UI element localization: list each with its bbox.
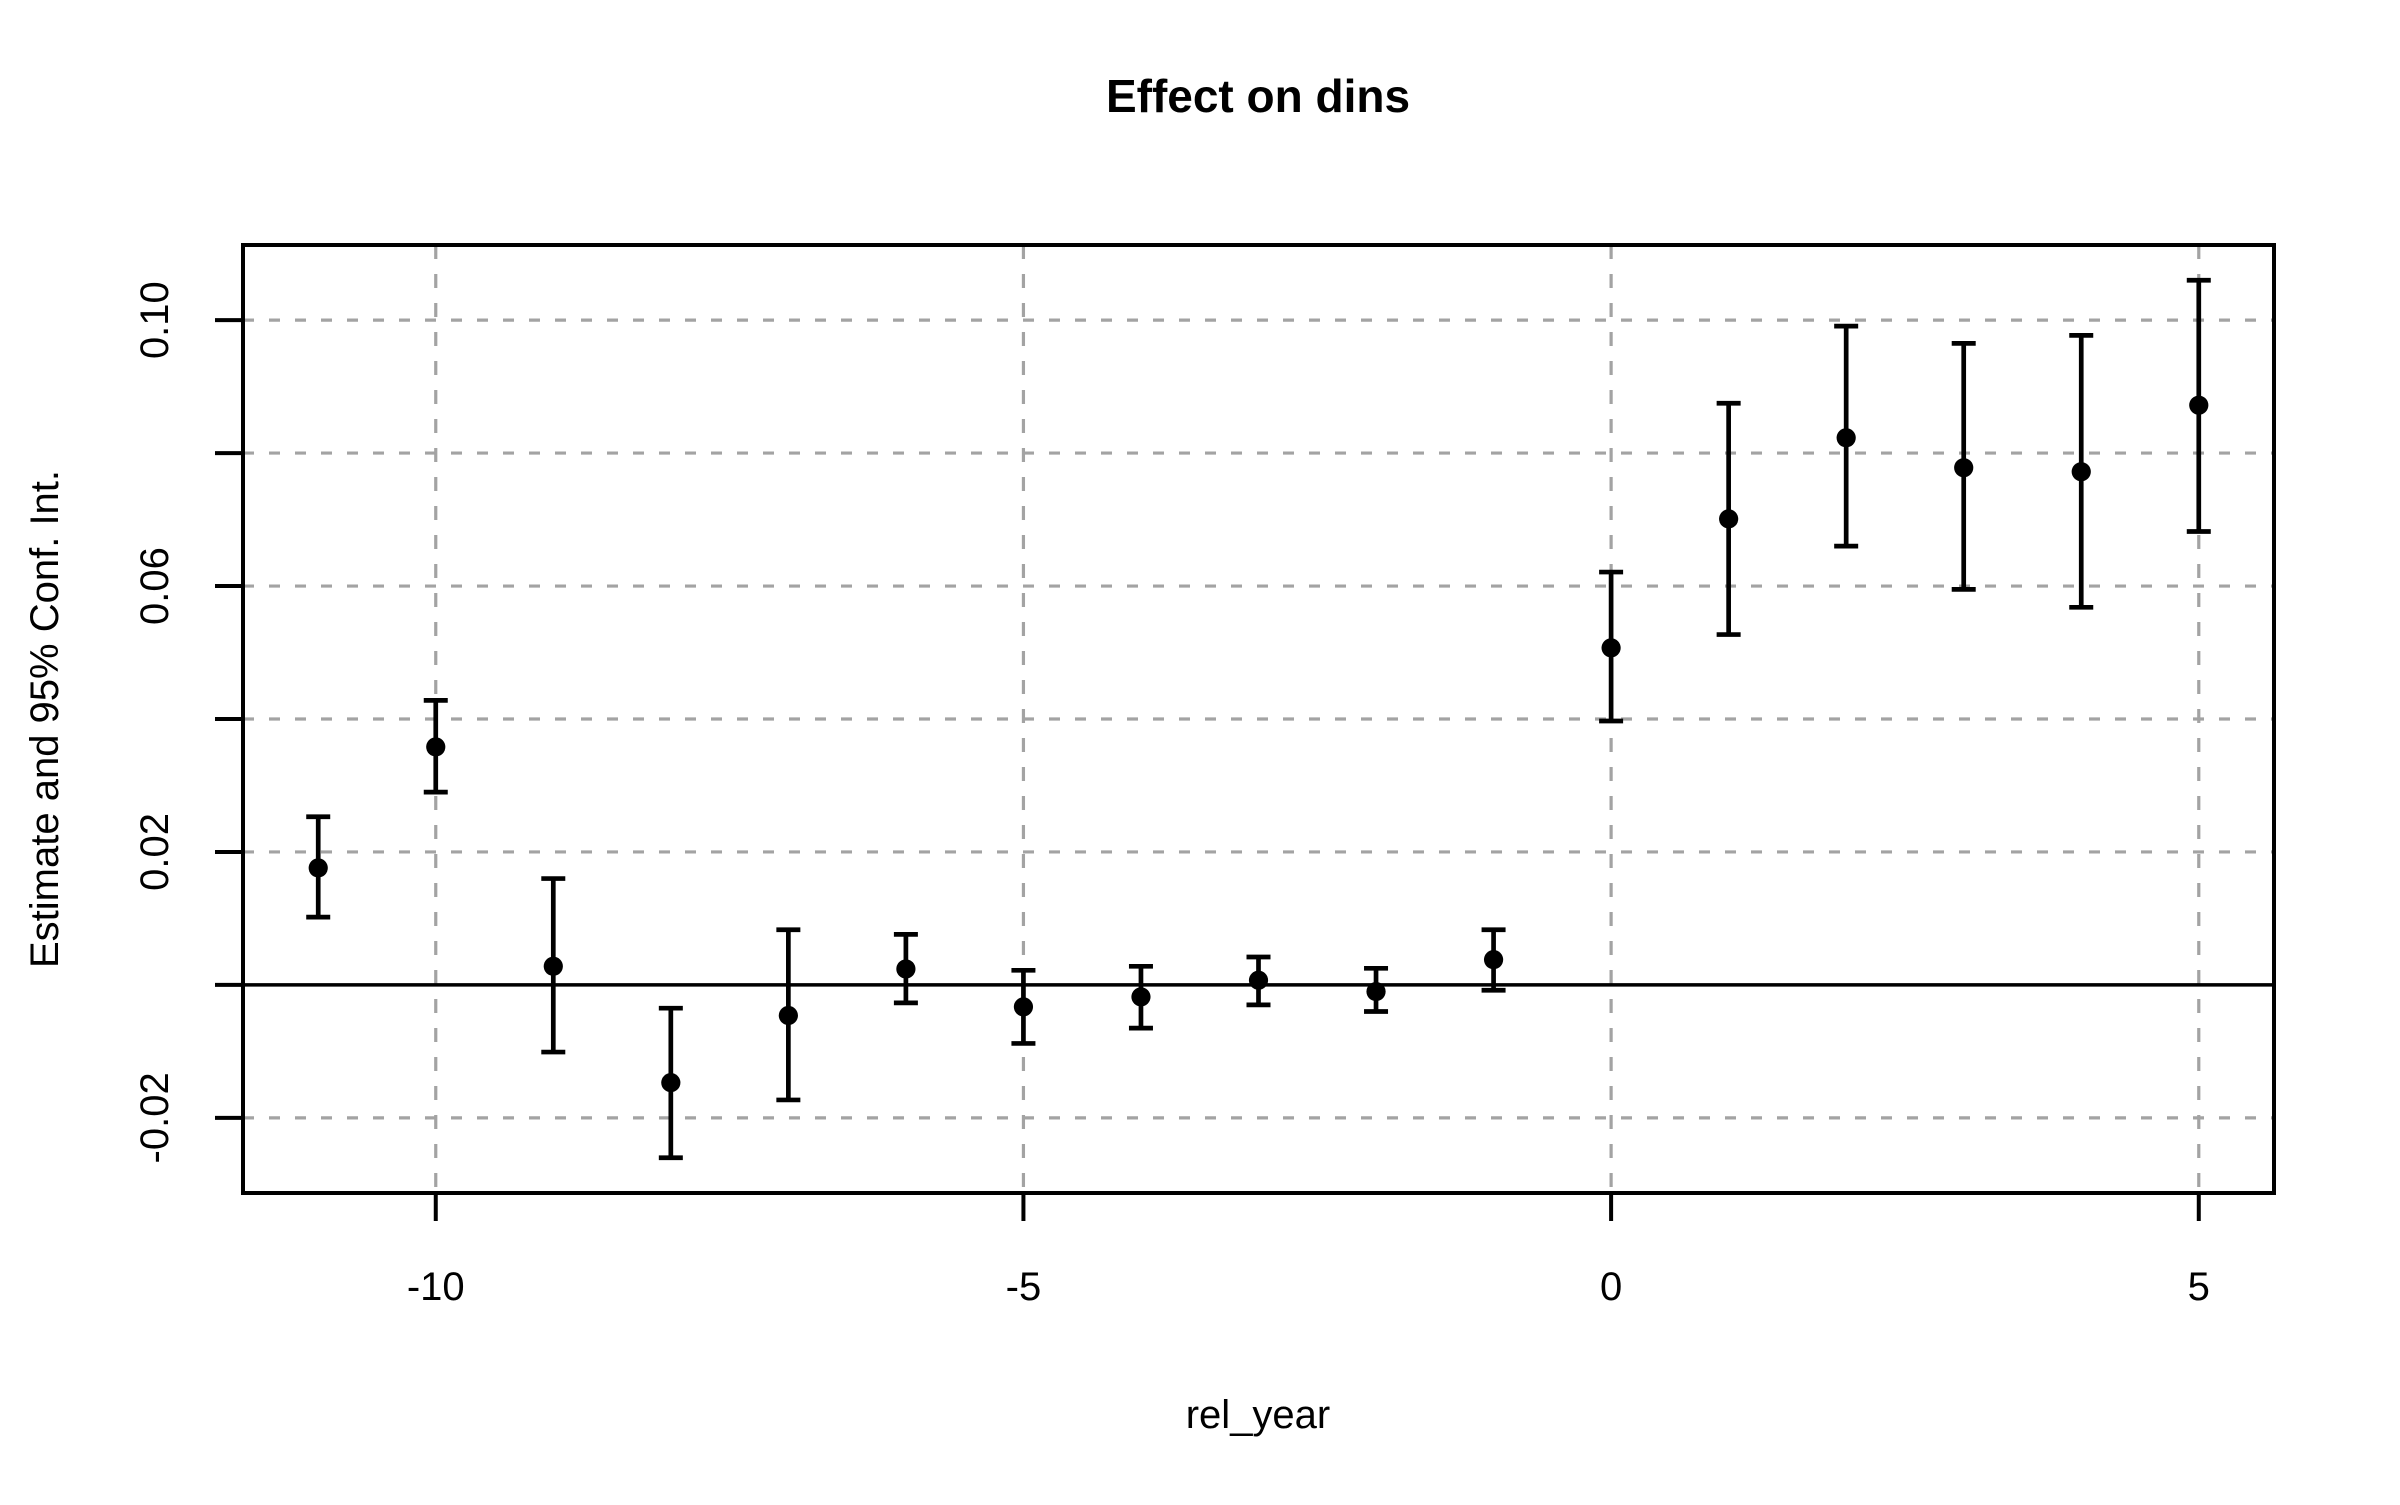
estimate-dot xyxy=(1013,997,1034,1017)
estimate-dot xyxy=(1131,987,1151,1007)
y-tick-label: 0.10 xyxy=(133,281,177,359)
data-points-layer xyxy=(306,277,2211,1161)
estimate-dot xyxy=(1601,638,1621,658)
error-bar-point xyxy=(2069,333,2094,610)
error-bar-point xyxy=(541,876,566,1055)
error-bar-point xyxy=(1834,323,1859,549)
estimate-dot xyxy=(1483,950,1504,970)
error-bar-point xyxy=(776,927,801,1103)
error-bar-point xyxy=(423,698,448,795)
error-bar-point xyxy=(893,932,918,1006)
estimate-dot xyxy=(2071,462,2091,482)
y-tick-label: 0.06 xyxy=(133,547,177,625)
error-bar-point xyxy=(1246,954,1271,1008)
x-tick-label: 5 xyxy=(2188,1265,2210,1309)
error-bar-point xyxy=(1716,400,1741,637)
estimate-dot xyxy=(308,858,328,878)
x-tick-label: -5 xyxy=(1006,1265,1042,1309)
error-bar-point xyxy=(1011,967,1036,1046)
x-tick-label: -10 xyxy=(407,1265,465,1309)
y-tick-label: -0.02 xyxy=(133,1072,177,1163)
gridlines xyxy=(243,245,2274,1193)
y-tick-label: 0.02 xyxy=(133,813,177,891)
y-axis-label: Estimate and 95% Conf. Int. xyxy=(23,470,67,968)
error-bar-point xyxy=(658,1005,683,1161)
x-axis-label: rel_year xyxy=(1186,1393,1331,1437)
estimate-dot xyxy=(1719,509,1739,529)
x-tick-label: 0 xyxy=(1600,1265,1622,1309)
estimate-dot xyxy=(1248,970,1269,990)
error-bar-point xyxy=(1951,341,1976,592)
error-bar-point xyxy=(306,814,331,920)
estimate-dot xyxy=(661,1073,681,1093)
error-bar-point xyxy=(1128,963,1153,1031)
error-bar-point xyxy=(1481,927,1506,993)
axis-ticks-layer: -10 -5 0 5 -0.02 0.02 0.06 0.10 xyxy=(133,281,2210,1309)
chart-title: Effect on dins xyxy=(1106,70,1410,122)
estimate-dot xyxy=(1366,981,1386,1002)
estimate-dot xyxy=(896,959,916,979)
estimate-dot xyxy=(778,1005,798,1026)
estimate-dot xyxy=(543,956,563,976)
error-bar-point xyxy=(2186,277,2211,534)
error-bar-point xyxy=(1364,965,1389,1014)
estimate-dot xyxy=(1954,458,1974,478)
estimate-dot xyxy=(2189,395,2209,415)
error-bar-point xyxy=(1599,569,1624,724)
estimate-dot xyxy=(1836,428,1856,448)
estimate-dot xyxy=(426,737,446,757)
